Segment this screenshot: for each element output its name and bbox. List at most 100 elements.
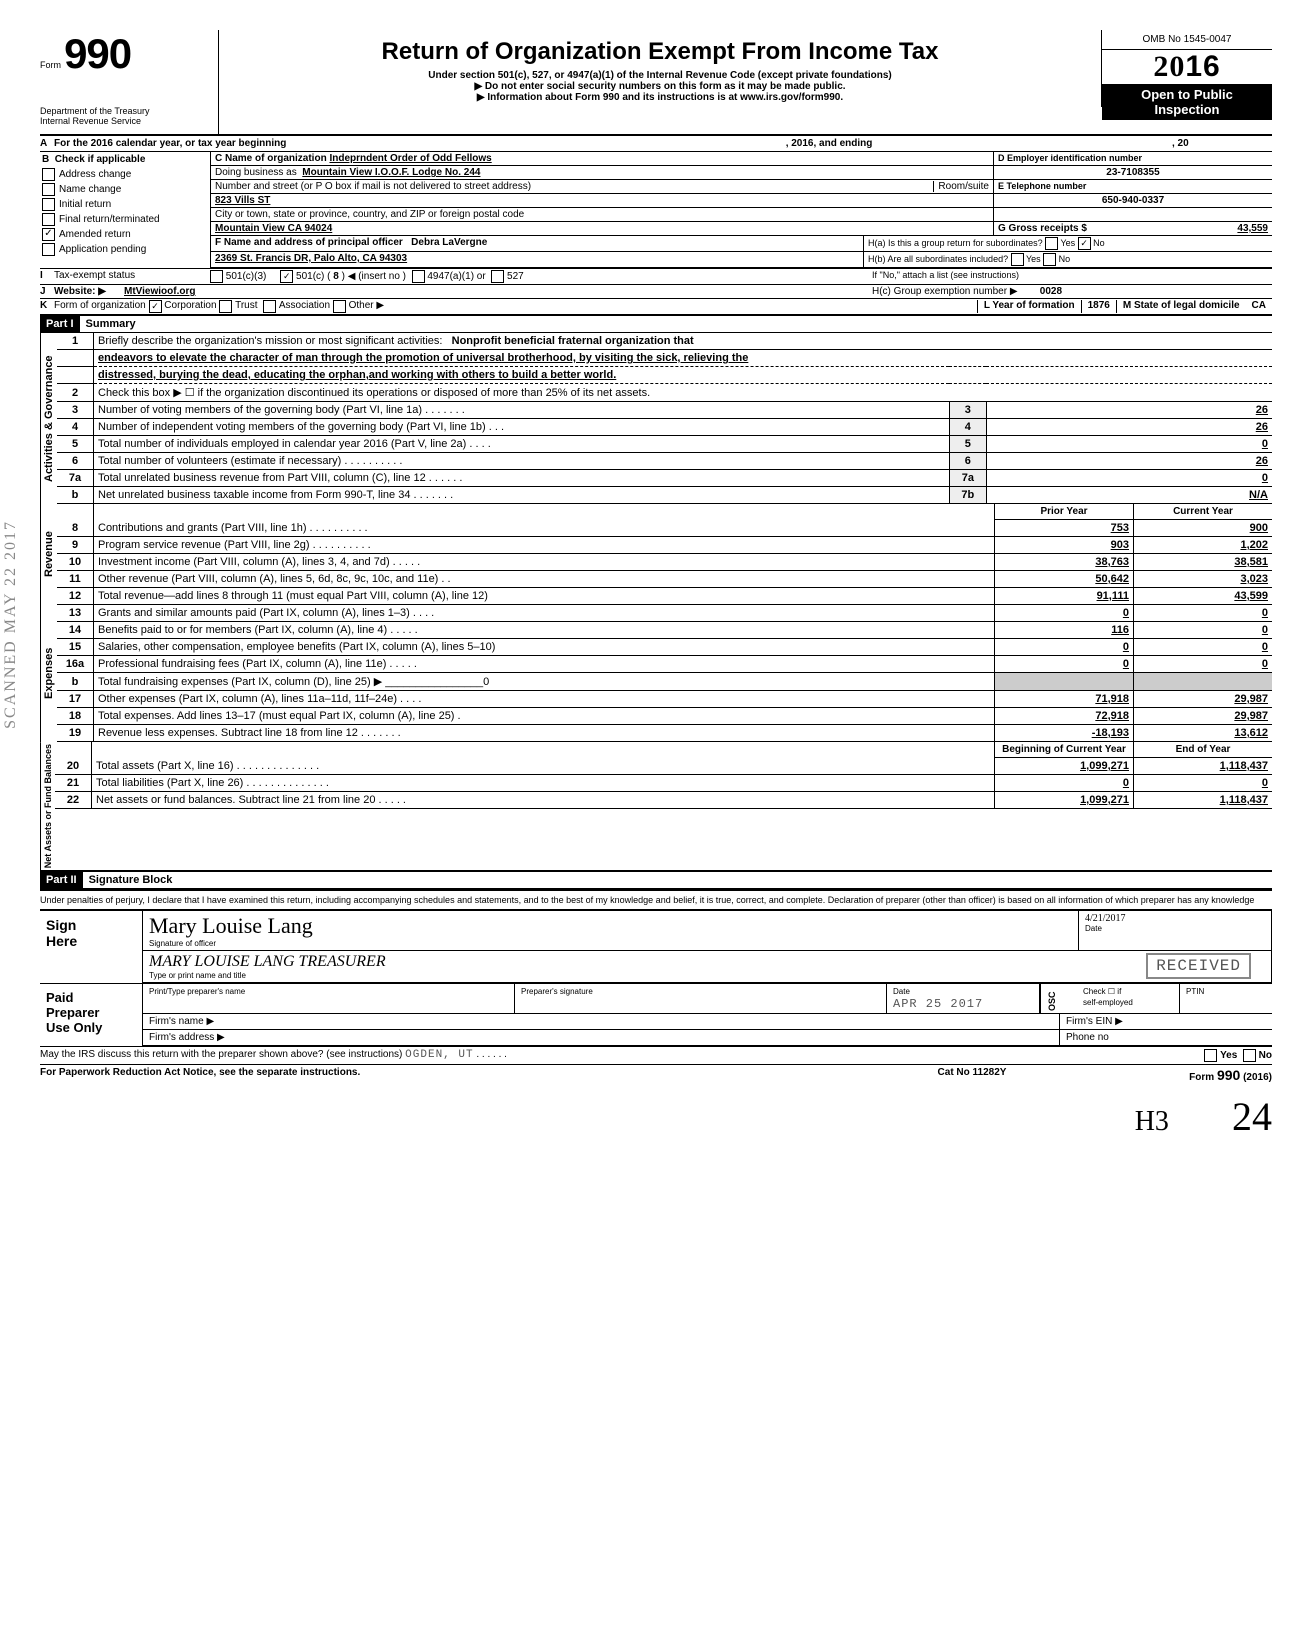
begin-value: 1,099,271 bbox=[995, 792, 1134, 809]
h-a-label: H(a) Is this a group return for subordin… bbox=[868, 238, 1043, 248]
row-a-letter: A bbox=[40, 138, 54, 149]
line-num: 4 bbox=[57, 419, 94, 436]
side-governance: Activities & Governance bbox=[40, 333, 57, 504]
i-527: 527 bbox=[507, 271, 524, 282]
current-value: 43,599 bbox=[1134, 588, 1273, 605]
state-domicile-label: M State of legal domicile bbox=[1123, 300, 1240, 311]
received-stamp: RECEIVED bbox=[1146, 953, 1251, 979]
prior-value: 753 bbox=[995, 520, 1134, 537]
checkbox-row: Application pending bbox=[40, 242, 210, 257]
prior-value: 72,918 bbox=[995, 708, 1134, 725]
page-footer: For Paperwork Reduction Act Notice, see … bbox=[40, 1064, 1272, 1083]
checkbox[interactable] bbox=[42, 168, 55, 181]
prior-value: 0 bbox=[995, 639, 1134, 656]
h-a-yes: Yes bbox=[1060, 238, 1075, 248]
ogden-stamp: OGDEN, UT bbox=[405, 1049, 473, 1061]
i-501c-num: 8 bbox=[333, 271, 339, 282]
side-expenses: Expenses bbox=[40, 605, 57, 742]
mission-label: Briefly describe the organization's miss… bbox=[98, 335, 442, 347]
line-box: 4 bbox=[949, 419, 986, 436]
e-phone-hdr: E Telephone number bbox=[998, 181, 1086, 191]
checkbox[interactable] bbox=[42, 198, 55, 211]
line-desc: Total unrelated business revenue from Pa… bbox=[94, 470, 950, 487]
line-num: 17 bbox=[57, 691, 94, 708]
room-hdr: Room/suite bbox=[933, 181, 989, 192]
handwritten-2: 24 bbox=[1232, 1094, 1272, 1139]
d-ein-hdr: D Employer identification number bbox=[998, 153, 1142, 163]
preparer-date-hdr: Date bbox=[893, 987, 910, 996]
paid-preparer-label: Paid Preparer Use Only bbox=[40, 984, 143, 1046]
sign-here-label: Sign Here bbox=[40, 911, 143, 983]
street-address: 823 Vills ST bbox=[215, 195, 270, 206]
h-b-yes: Yes bbox=[1026, 254, 1041, 264]
current-value: 1,202 bbox=[1134, 537, 1273, 554]
line-value: N/A bbox=[986, 487, 1272, 504]
name-title-label: Type or print name and title bbox=[149, 971, 1265, 980]
form-label: Form bbox=[40, 60, 61, 70]
firm-name-hdr: Firm's name ▶ bbox=[143, 1014, 1060, 1029]
prior-value: -18,193 bbox=[995, 725, 1134, 742]
line-box: 7b bbox=[949, 487, 986, 504]
preparer-date: APR 25 2017 bbox=[893, 997, 983, 1011]
checkbox[interactable] bbox=[42, 213, 55, 226]
line-desc: Revenue less expenses. Subtract line 18 … bbox=[94, 725, 995, 742]
line-desc: Net unrelated business taxable income fr… bbox=[94, 487, 950, 504]
current-value: 0 bbox=[1134, 622, 1273, 639]
mission-text-1: Nonprofit beneficial fraternal organizat… bbox=[452, 335, 694, 347]
h-b-no: No bbox=[1059, 254, 1071, 264]
open-public-2: Inspection bbox=[1154, 102, 1219, 117]
signature-label: Signature of officer bbox=[149, 939, 1072, 948]
preparer-name-hdr: Print/Type preparer's name bbox=[149, 987, 245, 996]
checkbox[interactable] bbox=[42, 183, 55, 196]
corp-label: Corporation bbox=[164, 300, 216, 313]
line-num: b bbox=[57, 487, 94, 504]
side-net-assets: Net Assets or Fund Balances bbox=[40, 742, 55, 870]
end-value: 1,118,437 bbox=[1134, 758, 1273, 775]
checkbox-label: Name change bbox=[59, 184, 121, 195]
line-desc: Number of independent voting members of … bbox=[94, 419, 950, 436]
current-value: 0 bbox=[1134, 605, 1273, 622]
assoc-label: Association bbox=[279, 300, 330, 313]
footer-right: Form 990 (2016) bbox=[1072, 1067, 1272, 1083]
begin-value: 0 bbox=[995, 775, 1134, 792]
end-year-hdr: End of Year bbox=[1134, 742, 1273, 758]
firm-addr-hdr: Firm's address ▶ bbox=[143, 1030, 1060, 1045]
checkbox[interactable] bbox=[42, 243, 55, 256]
current-value: 29,987 bbox=[1134, 708, 1273, 725]
dept-treasury: Department of the Treasury bbox=[40, 106, 210, 116]
current-value: 0 bbox=[1134, 656, 1273, 673]
line-num: 7a bbox=[57, 470, 94, 487]
may-irs-yes: Yes bbox=[1220, 1050, 1237, 1061]
i-letter: I bbox=[40, 270, 54, 283]
current-value: 0 bbox=[1134, 639, 1273, 656]
checkbox[interactable]: ✓ bbox=[42, 228, 55, 241]
year-formation-label: L Year of formation bbox=[984, 300, 1075, 311]
prior-value bbox=[995, 673, 1134, 691]
form-number: 990 bbox=[64, 30, 131, 77]
line-num: 19 bbox=[57, 725, 94, 742]
line-num: 9 bbox=[57, 537, 94, 554]
firm-phone-hdr: Phone no bbox=[1060, 1030, 1272, 1045]
line-num: 15 bbox=[57, 639, 94, 656]
check-if-hdr: Check ☐ if bbox=[1083, 987, 1121, 996]
row-j: J Website: ▶ MtViewioof.org H(c) Group e… bbox=[40, 285, 1272, 299]
line-num: 11 bbox=[57, 571, 94, 588]
line-value: 0 bbox=[986, 470, 1272, 487]
checkbox-row: Address change bbox=[40, 167, 210, 182]
state-domicile: CA bbox=[1252, 300, 1266, 311]
line-num: b bbox=[57, 673, 94, 691]
line-num: 22 bbox=[55, 792, 92, 809]
line-num: 5 bbox=[57, 436, 94, 453]
current-value: 3,023 bbox=[1134, 571, 1273, 588]
checkbox-row: Initial return bbox=[40, 197, 210, 212]
line-num: 12 bbox=[57, 588, 94, 605]
line-num: 18 bbox=[57, 708, 94, 725]
checkbox-label: Initial return bbox=[59, 199, 111, 210]
h-a-no: No bbox=[1093, 238, 1105, 248]
h-b-label: H(b) Are all subordinates included? bbox=[868, 254, 1008, 264]
year-formation: 1876 bbox=[1088, 300, 1110, 311]
line-num: 6 bbox=[57, 453, 94, 470]
website-label: Website: ▶ bbox=[54, 286, 106, 297]
prior-value: 71,918 bbox=[995, 691, 1134, 708]
current-value: 29,987 bbox=[1134, 691, 1273, 708]
